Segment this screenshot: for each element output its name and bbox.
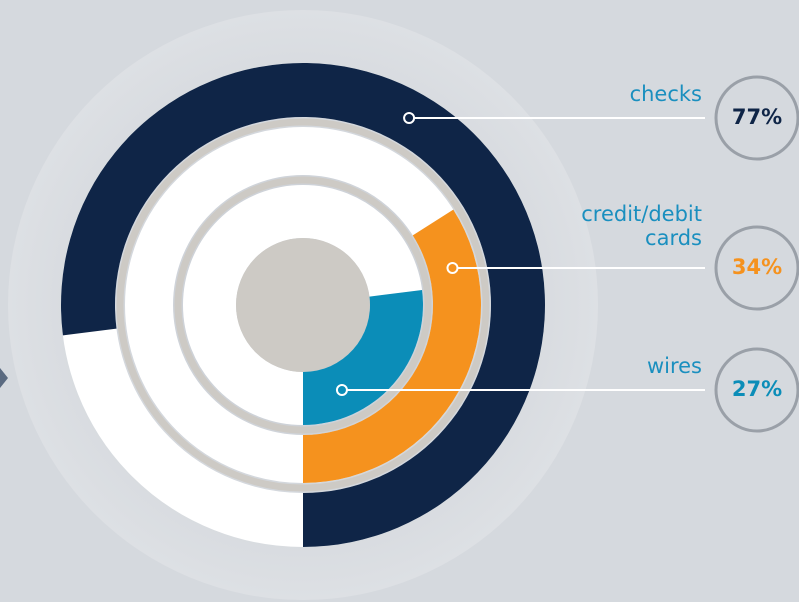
center-disk — [236, 238, 370, 372]
leader-dot — [403, 112, 416, 124]
value-label: 27% — [731, 377, 783, 401]
ring-bar — [303, 209, 481, 483]
value-badge — [714, 75, 799, 161]
value-label: 34% — [731, 255, 783, 279]
separator — [116, 118, 490, 492]
category-label: credit/debit cards — [581, 202, 702, 250]
arrow — [0, 368, 8, 388]
category-label: wires — [646, 354, 702, 378]
category-label: checks — [629, 82, 702, 106]
value-label: 77% — [731, 105, 783, 129]
value-badge — [714, 347, 799, 433]
separator — [174, 176, 432, 434]
leader-dot — [446, 262, 459, 274]
value-badge — [714, 225, 799, 311]
ring-bar — [303, 289, 424, 425]
leader-dot — [335, 384, 348, 396]
